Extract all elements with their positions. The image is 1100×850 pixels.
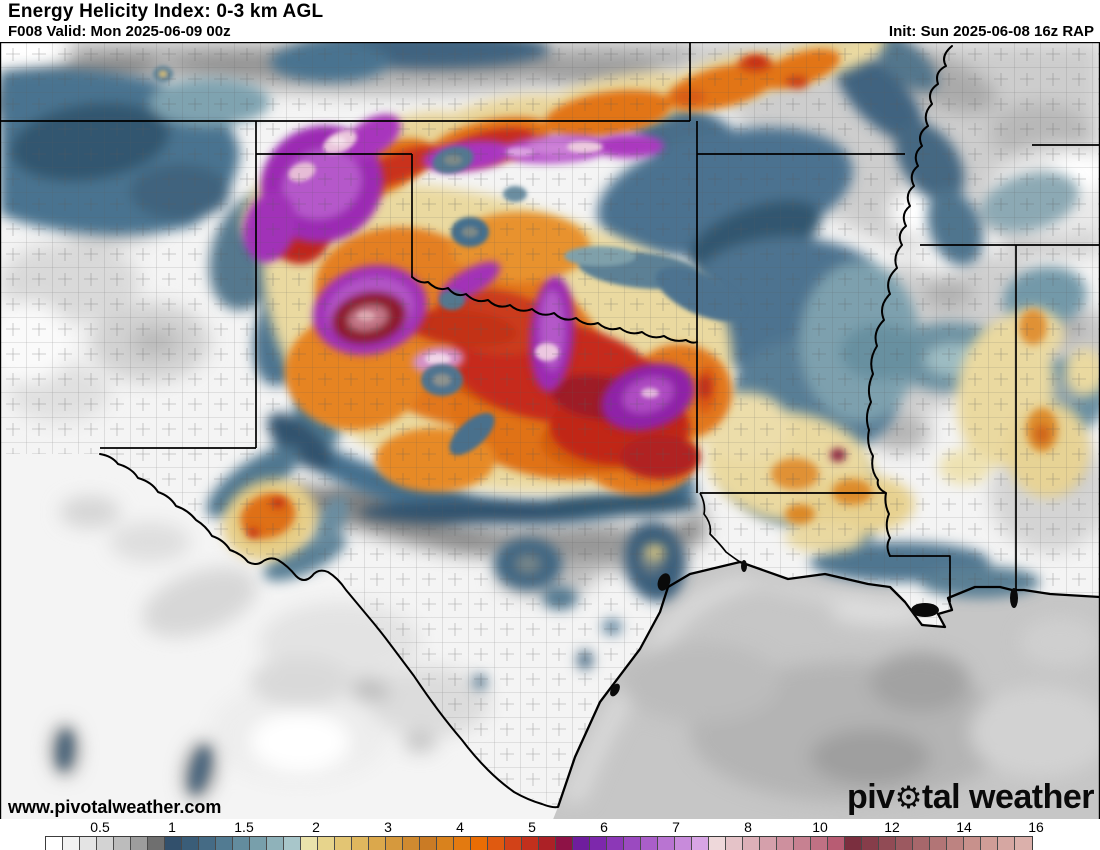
colorbar-cell <box>624 837 641 850</box>
colorbar-cell <box>828 837 845 850</box>
colorbar-cell <box>403 837 420 850</box>
watermark: www.pivotalweather.com <box>8 797 222 817</box>
colorbar-cell <box>879 837 896 850</box>
gulf-shading <box>560 575 1100 802</box>
colorbar-cell <box>420 837 437 850</box>
colorbar-cell <box>97 837 114 850</box>
colorbar-cell <box>80 837 97 850</box>
colorbar-tick-label: 14 <box>956 819 972 835</box>
colorbar-cell <box>267 837 284 850</box>
weather-map-svg <box>0 42 1100 822</box>
logo-text-post: tal weather <box>921 778 1095 816</box>
valid-time-label: F008 Valid: Mon 2025-06-09 00z <box>8 23 231 40</box>
colorbar-tick-row: 0.5 1 1.5 2 3 4 5 6 7 8 10 12 14 16 <box>0 819 1100 835</box>
colorbar-cell <box>63 837 80 850</box>
colorbar-cell <box>777 837 794 850</box>
colorbar-cell <box>352 837 369 850</box>
state-borders <box>0 42 1100 602</box>
colorbar-cell <box>250 837 267 850</box>
colorbar-cell <box>284 837 301 850</box>
colorbar-cell <box>335 837 352 850</box>
colorbar-tick-label: 10 <box>812 819 828 835</box>
mississippi-river <box>865 45 953 557</box>
colorbar-cell <box>913 837 930 850</box>
colorbar-cell <box>709 837 726 850</box>
colorbar-cell <box>148 837 165 850</box>
rivers <box>99 45 953 809</box>
colorbar-cell <box>233 837 250 850</box>
colorbar-cell <box>488 837 505 850</box>
colorbar-cell <box>811 837 828 850</box>
colorbar-cell <box>386 837 403 850</box>
colorbar-cell <box>539 837 556 850</box>
colorbar-cell <box>165 837 182 850</box>
colorbar-cell <box>505 837 522 850</box>
pivotal-weather-logo: piv⚙tal weather <box>846 778 1095 817</box>
colorbar-tick-label: 1 <box>168 819 176 835</box>
colorbar-cell <box>1015 837 1032 850</box>
colorbar-tick-label: 8 <box>744 819 752 835</box>
colorbar-cell <box>726 837 743 850</box>
colorbar-tick-label: 4 <box>456 819 464 835</box>
colorbar-tick-label: 2 <box>312 819 320 835</box>
colorbar-cell <box>760 837 777 850</box>
red-river <box>411 276 698 344</box>
colorbar-cell <box>692 837 709 850</box>
weather-map <box>0 42 1100 822</box>
colorbar-cell <box>199 837 216 850</box>
colorbar-cell <box>607 837 624 850</box>
colorbar-cell <box>896 837 913 850</box>
colorbar-tick-label: 5 <box>528 819 536 835</box>
colorbar-tick-label: 7 <box>672 819 680 835</box>
colorbar-cell <box>930 837 947 850</box>
logo-text-pre: piv <box>846 778 895 816</box>
colorbar-cell <box>182 837 199 850</box>
page-title: Energy Helicity Index: 0-3 km AGL <box>8 1 324 22</box>
colorbar-cell <box>845 837 862 850</box>
colorbar-cell <box>522 837 539 850</box>
bays-and-lakes <box>610 560 1018 697</box>
colorbar-tick-label: 12 <box>884 819 900 835</box>
colorbar-cell <box>454 837 471 850</box>
colorbar-cell <box>369 837 386 850</box>
colorbar-tick-label: 6 <box>600 819 608 835</box>
colorbar-cell <box>998 837 1015 850</box>
colorbar-cell <box>658 837 675 850</box>
colorbar-cell <box>556 837 573 850</box>
colorbar-tick-label: 0.5 <box>90 819 110 835</box>
colorbar-tick-label: 1.5 <box>234 819 254 835</box>
colorbar-cell <box>675 837 692 850</box>
colorbar-cell <box>46 837 63 850</box>
gear-icon: ⚙ <box>894 780 923 815</box>
colorbar-cell <box>318 837 335 850</box>
header: Energy Helicity Index: 0-3 km AGL F008 V… <box>0 0 1100 42</box>
colorbar-cell <box>590 837 607 850</box>
colorbar-tick-label: 16 <box>1028 819 1044 835</box>
colorbar-cell <box>947 837 964 850</box>
colorbar-cell <box>301 837 318 850</box>
colorbar-cell <box>114 837 131 850</box>
colorbar-cell <box>862 837 879 850</box>
rio-grande <box>99 453 559 809</box>
colorbar-cell <box>131 837 148 850</box>
colorbar-cell <box>573 837 590 850</box>
colorbar-cell <box>794 837 811 850</box>
gulf-coastline <box>556 560 1100 808</box>
colorbar-cell <box>641 837 658 850</box>
colorbar-cell <box>437 837 454 850</box>
init-time-label: Init: Sun 2025-06-08 16z RAP <box>888 23 1094 40</box>
colorbar-cell <box>216 837 233 850</box>
colorbar-tick-label: 3 <box>384 819 392 835</box>
colorbar <box>45 836 1033 850</box>
colorbar-cell <box>964 837 981 850</box>
colorbar-cell <box>471 837 488 850</box>
colorbar-cell <box>981 837 998 850</box>
colorbar-cell <box>743 837 760 850</box>
